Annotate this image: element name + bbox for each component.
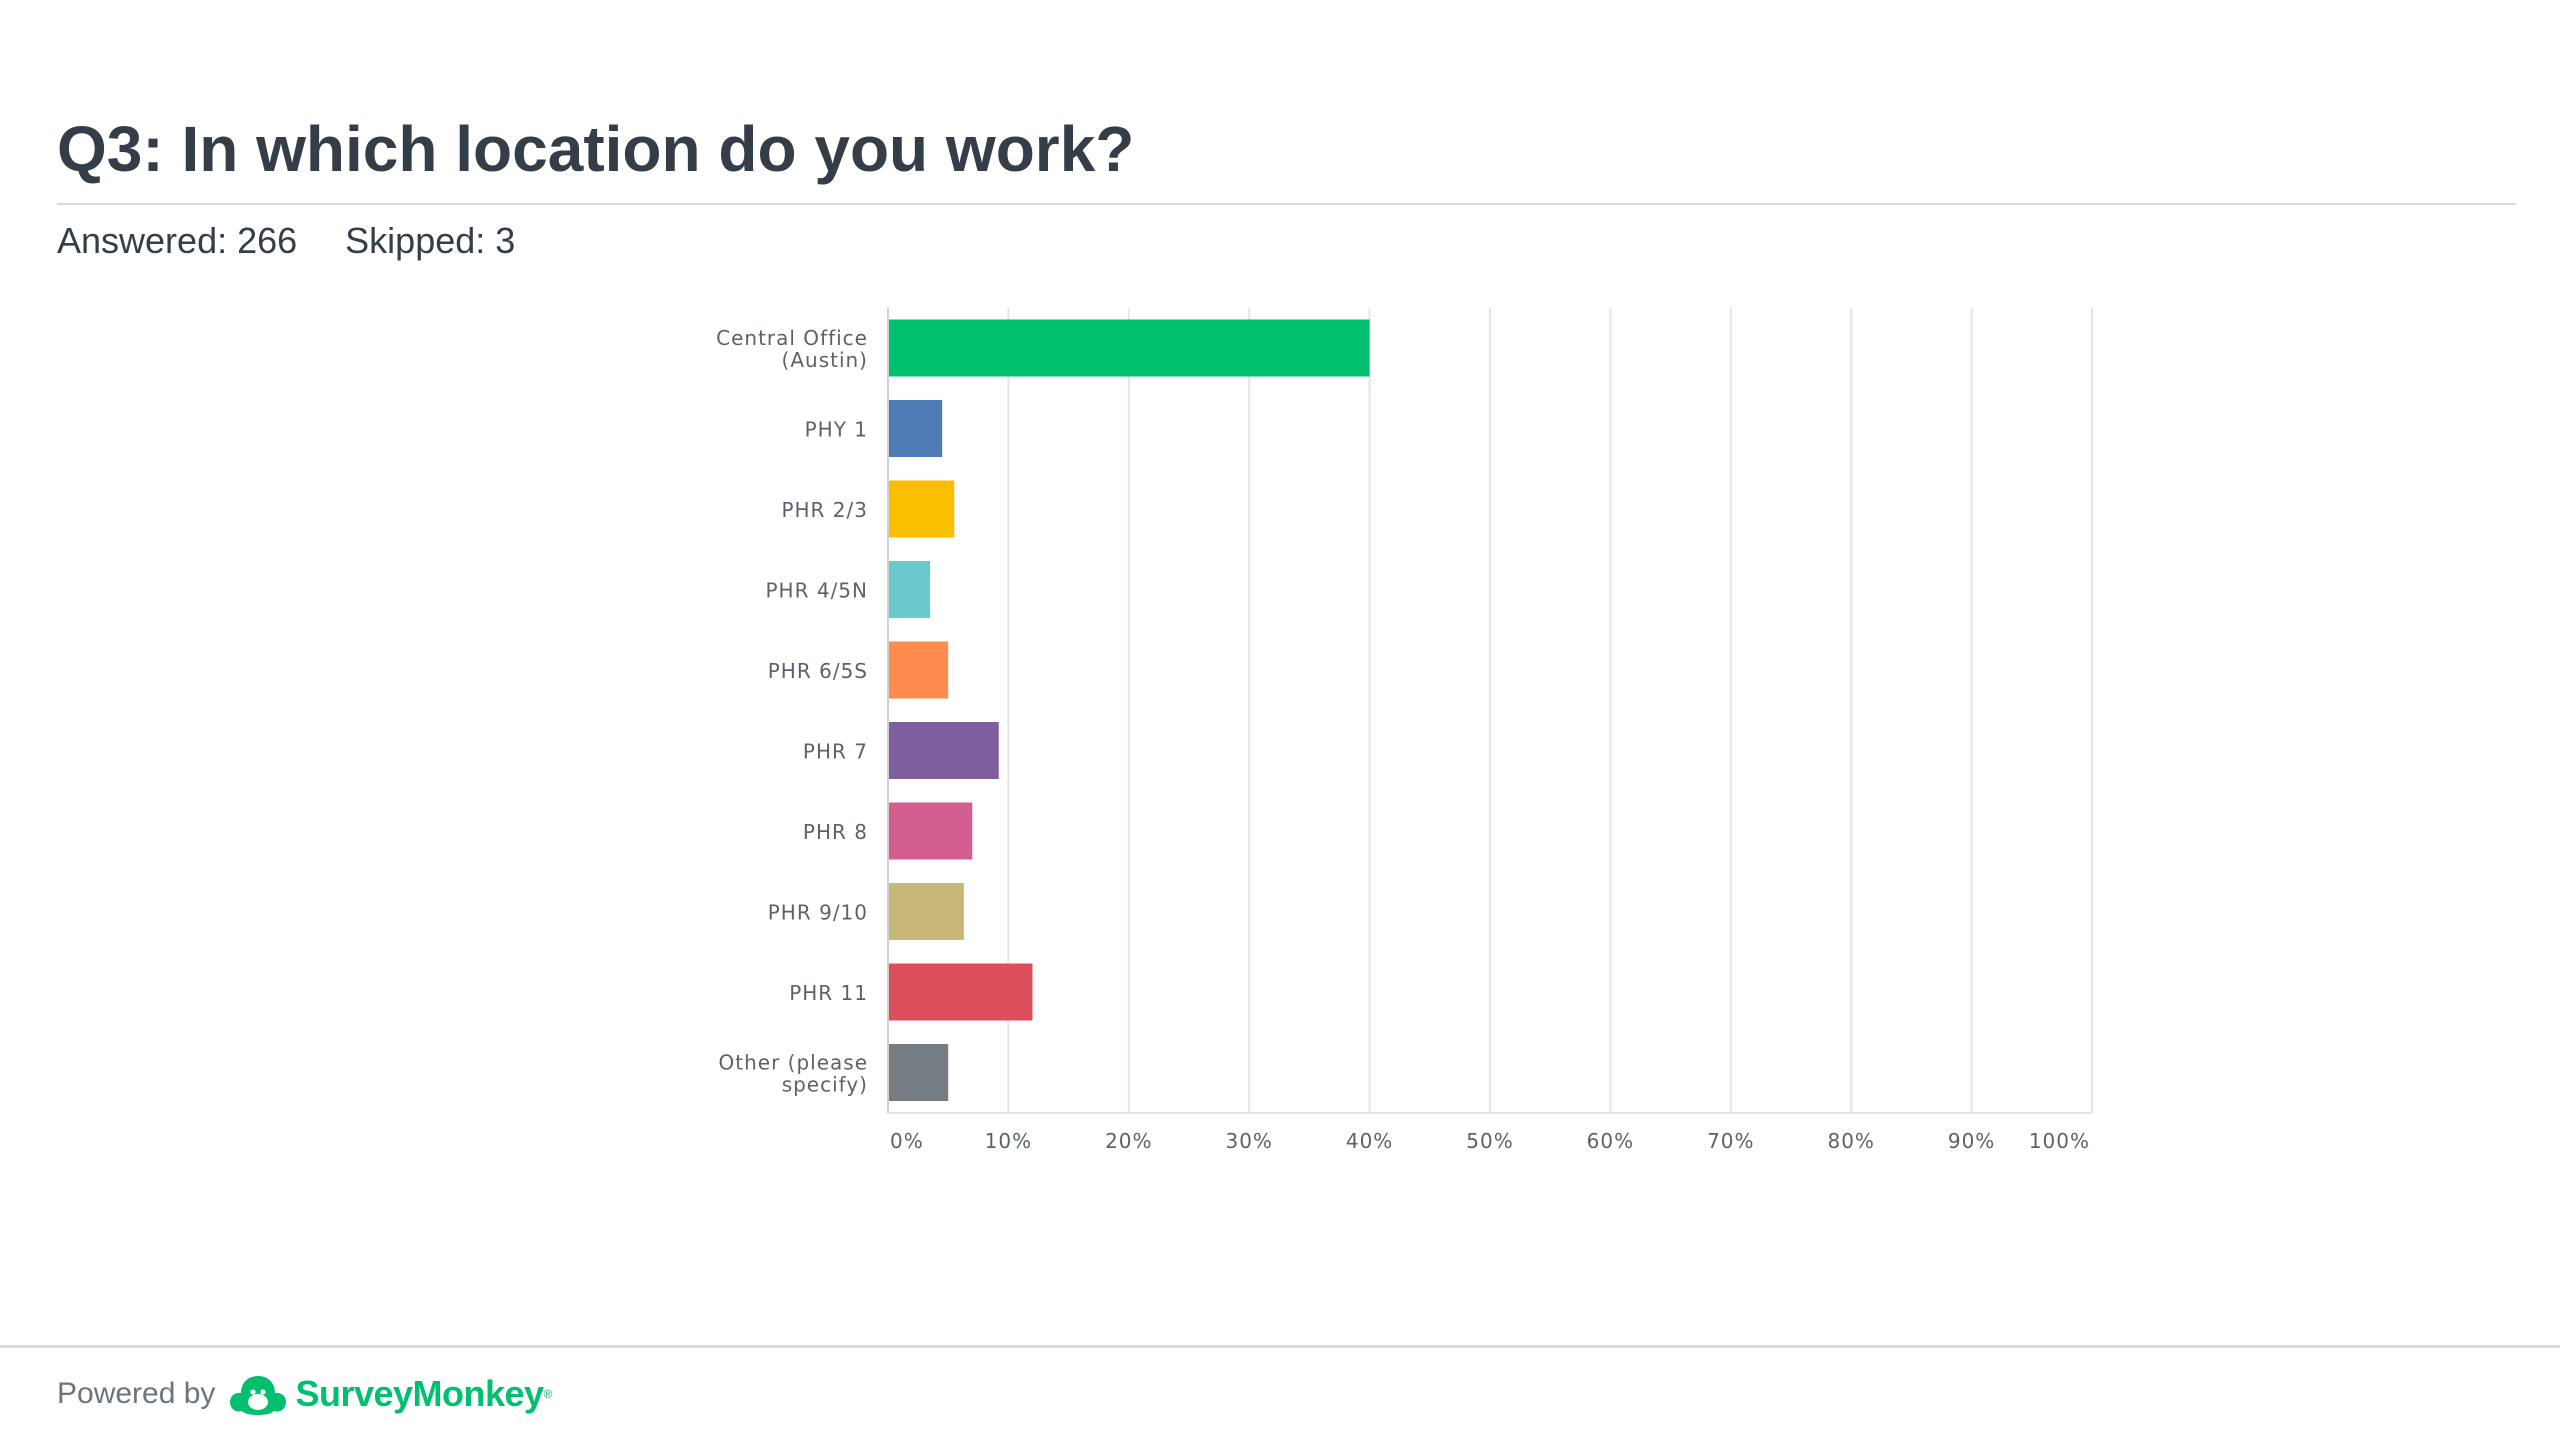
powered-by-label: Powered by (57, 1377, 216, 1410)
question-title: Q3: In which location do you work? (57, 113, 1135, 185)
response-stats: Answered: 266 Skipped: 3 (57, 220, 553, 262)
bar (889, 883, 964, 940)
bar (889, 1044, 949, 1101)
bar (889, 802, 973, 860)
x-tick-label: 30% (1225, 1129, 1272, 1153)
category-label: PHR 2/3 (781, 498, 868, 522)
footer: Powered by SurveyMonkey ® (57, 1372, 552, 1416)
bar (889, 480, 955, 538)
x-tick-label: 70% (1707, 1129, 1754, 1153)
category-label: PHR 7 (803, 740, 868, 764)
brand-registered-mark: ® (543, 1387, 553, 1401)
x-tick-label: 40% (1346, 1129, 1393, 1153)
x-tick-label: 20% (1105, 1129, 1152, 1153)
category-label: Central Office (716, 326, 868, 350)
x-tick-label: 60% (1587, 1129, 1634, 1153)
bar (889, 561, 931, 618)
bar (889, 641, 949, 699)
category-label: PHR 6/5S (768, 659, 868, 683)
category-label: PHR 11 (789, 981, 868, 1005)
x-tick-label: 100% (2029, 1129, 2090, 1153)
x-tick-label: 90% (1948, 1129, 1995, 1153)
bar (889, 963, 1033, 1021)
x-tick-label: 0% (890, 1129, 924, 1153)
category-label: PHR 8 (803, 820, 868, 844)
x-tick-label: 10% (985, 1129, 1032, 1153)
surveymonkey-brand[interactable]: SurveyMonkey (295, 1373, 544, 1414)
category-label: (Austin) (782, 348, 868, 372)
footer-divider (0, 1345, 2560, 1348)
category-label: Other (please (719, 1051, 868, 1075)
bar (889, 400, 943, 457)
bar (889, 319, 1370, 377)
surveymonkey-logo-icon[interactable] (227, 1372, 289, 1416)
location-bar-chart: Central Office(Austin) PHY 1 PHR 2/3 PHR 4/… (716, 308, 2093, 1153)
category-label: PHY 1 (805, 418, 868, 442)
x-tick-label: 80% (1827, 1129, 1874, 1153)
category-label: specify) (782, 1073, 868, 1097)
answered-count: Answered: 266 (57, 220, 298, 261)
category-label: PHR 9/10 (768, 901, 868, 925)
title-divider (57, 203, 2516, 205)
bar (889, 722, 999, 779)
x-tick-label: 50% (1466, 1129, 1513, 1153)
skipped-count: Skipped: 3 (345, 220, 516, 261)
category-label: PHR 4/5N (765, 579, 868, 603)
